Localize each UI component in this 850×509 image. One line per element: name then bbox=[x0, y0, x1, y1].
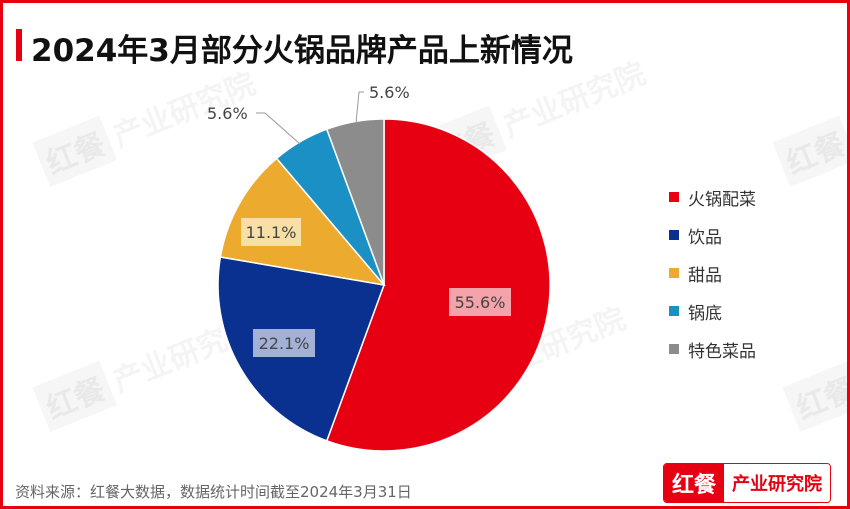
slice-specialty[interactable] bbox=[325, 118, 385, 286]
chart-title: 2024年3月部分火锅品牌产品上新情况 bbox=[31, 33, 573, 69]
title-accent-bar bbox=[16, 29, 22, 61]
legend-label: 特色菜品 bbox=[688, 341, 756, 362]
legend-swatch bbox=[669, 230, 679, 240]
leader-line-specialty bbox=[355, 91, 364, 124]
legend-label: 火锅配菜 bbox=[688, 189, 756, 210]
label-bg-drinks bbox=[253, 329, 315, 357]
leader-line-soup-base bbox=[256, 112, 301, 145]
legend: 火锅配菜 饮品 甜品 锅底 特色菜品 bbox=[669, 178, 756, 368]
pie-chart: 55.6% 22.1% 11.1% 5.6% 5.6% bbox=[207, 83, 551, 452]
label-bg-hotpot-sides bbox=[449, 288, 511, 316]
legend-swatch bbox=[669, 268, 679, 278]
legend-item-soup-base[interactable]: 锅底 bbox=[669, 292, 756, 330]
label-soup-base: 5.6% bbox=[207, 104, 248, 123]
legend-swatch bbox=[669, 344, 679, 354]
label-bg-desserts bbox=[241, 218, 301, 246]
legend-item-drinks[interactable]: 饮品 bbox=[669, 216, 756, 254]
source-note: 资料来源：红餐大数据，数据统计时间截至2024年3月31日 bbox=[15, 483, 412, 501]
brand-logo: 红餐 产业研究院 bbox=[663, 463, 832, 503]
legend-item-hotpot-sides[interactable]: 火锅配菜 bbox=[669, 178, 756, 216]
legend-label: 甜品 bbox=[688, 265, 722, 286]
legend-swatch bbox=[669, 306, 679, 316]
legend-label: 饮品 bbox=[688, 227, 722, 248]
label-specialty: 5.6% bbox=[369, 83, 410, 102]
legend-label: 锅底 bbox=[688, 303, 722, 324]
brand-logo-text: 产业研究院 bbox=[724, 464, 831, 502]
legend-item-desserts[interactable]: 甜品 bbox=[669, 254, 756, 292]
brand-logo-mark: 红餐 bbox=[664, 464, 725, 502]
label-hotpot-sides: 55.6% bbox=[455, 293, 506, 312]
slice-hotpot-sides[interactable] bbox=[325, 118, 551, 452]
legend-swatch bbox=[669, 192, 679, 202]
label-drinks: 22.1% bbox=[259, 334, 310, 353]
label-desserts: 11.1% bbox=[246, 223, 297, 242]
slice-desserts[interactable] bbox=[219, 157, 386, 287]
legend-item-specialty[interactable]: 特色菜品 bbox=[669, 330, 756, 368]
